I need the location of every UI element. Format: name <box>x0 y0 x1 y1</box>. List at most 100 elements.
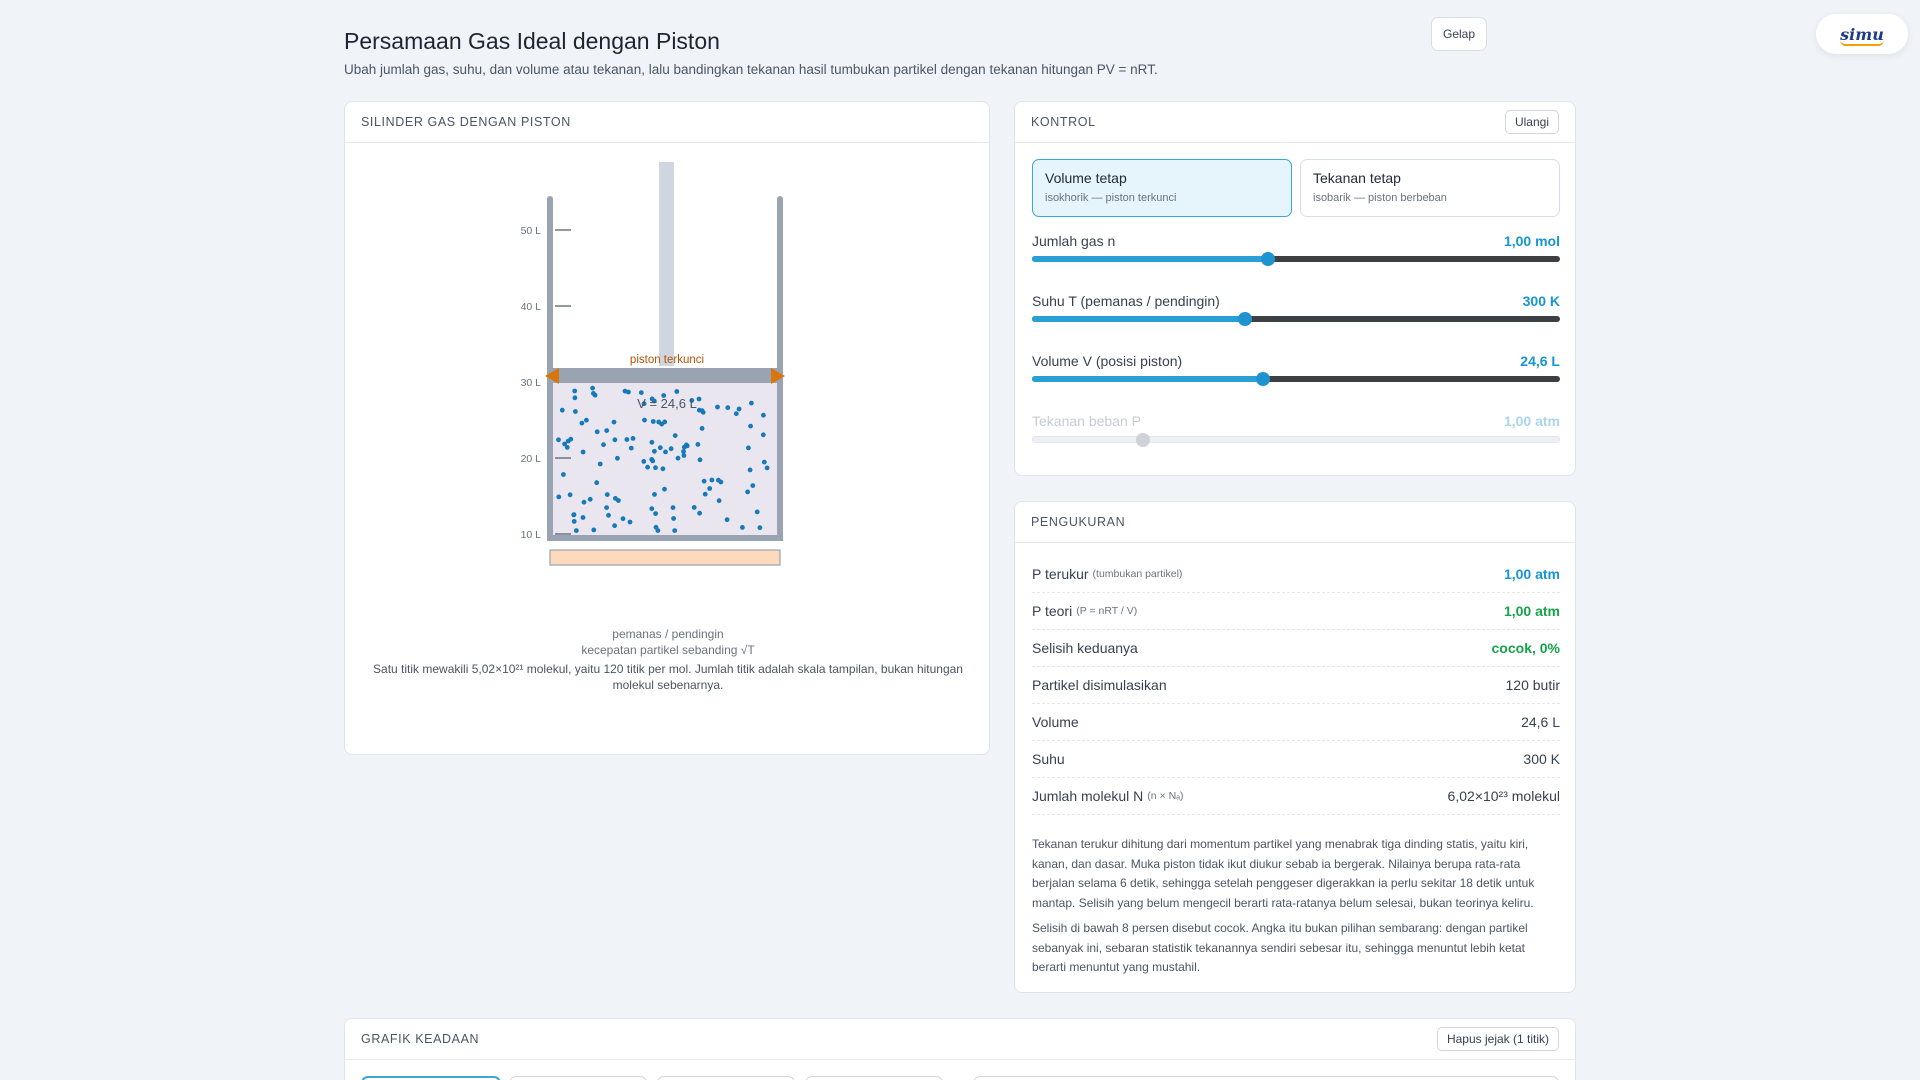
gas-particle <box>587 496 593 502</box>
gas-particle <box>733 411 739 417</box>
gas-particle <box>649 457 655 462</box>
gas-particle <box>675 455 681 461</box>
gas-particle <box>641 401 647 407</box>
slider-thumb[interactable] <box>1256 372 1271 386</box>
gas-particle <box>695 442 701 447</box>
lock-arrow-left-icon <box>545 368 559 384</box>
gas-particle <box>748 423 753 429</box>
gas-particle <box>747 467 753 473</box>
slider-thumb[interactable] <box>1261 252 1276 266</box>
measurement-value: 1,00 atm <box>1503 566 1560 582</box>
graph-tab[interactable] <box>509 1076 647 1080</box>
measurement-label: P terukur <box>1032 566 1089 582</box>
gas-particle <box>573 528 579 533</box>
cylinder-left-wall <box>547 196 553 541</box>
temperature-slider-track[interactable] <box>1032 312 1560 326</box>
simu-logo[interactable]: simu <box>1816 14 1908 54</box>
clear-trace-button[interactable]: Hapus jejak (1 titik) <box>1436 1027 1559 1051</box>
measurement-value: 120 butir <box>1505 677 1560 693</box>
mode-constant-pressure[interactable]: Tekanan tetap isobarik — piston berbeban <box>1300 159 1560 217</box>
slider-fill <box>1033 437 1143 443</box>
gas-particle <box>760 432 766 438</box>
amount-slider-track[interactable] <box>1032 252 1560 266</box>
measurements-card: PENGUKURAN P terukur (tumbukan partikel) 1… <box>1014 501 1576 993</box>
gas-particle <box>672 433 678 438</box>
slider-value: 1,00 mol <box>1503 233 1560 249</box>
gas-particle <box>650 419 656 424</box>
gas-particle <box>606 512 611 518</box>
gas-particle <box>653 511 658 516</box>
measurement-label: Partikel disimulasikan <box>1032 677 1167 693</box>
cylinder-right-wall <box>777 196 783 541</box>
gas-particle <box>615 455 620 461</box>
piston-locked-label: piston terkunci <box>630 354 704 366</box>
gas-particle <box>594 429 600 435</box>
gas-particle <box>681 453 687 458</box>
measurement-label: Volume <box>1032 714 1079 730</box>
gas-particle <box>670 505 676 510</box>
measurements-card-title: PENGUKURAN <box>1031 515 1126 529</box>
gas-particle <box>628 445 634 451</box>
measurement-label: Selisih keduanya <box>1032 640 1138 656</box>
volume-scale: 50 L 40 L 30 L 20 L 10 L <box>521 225 571 541</box>
measurement-row: Selisih keduanya cocok, 0% <box>1032 630 1560 667</box>
measurement-sublabel: (n × Nₐ) <box>1147 790 1184 802</box>
speed-note: kecepatan partikel sebanding √T <box>581 643 755 657</box>
measurement-value: 6,02×10²³ molekul <box>1447 788 1560 804</box>
page: Persamaan Gas Ideal dengan Piston Ubah j… <box>344 0 1576 1080</box>
volume-slider-track[interactable] <box>1032 372 1560 386</box>
gas-particle <box>701 478 707 484</box>
gas-particle <box>724 517 730 523</box>
slider-label: Tekanan beban P <box>1032 413 1141 429</box>
gas-particle <box>652 448 657 454</box>
gas-region <box>552 376 778 536</box>
measurement-note-1: Tekanan terukur dihitung dari momentum p… <box>1032 837 1535 910</box>
piston-rod <box>659 162 674 366</box>
gas-particle <box>580 449 586 455</box>
gas-particle <box>750 483 756 488</box>
gas-particle <box>672 528 678 533</box>
graph-tab[interactable] <box>361 1076 501 1080</box>
graph-card-header: GRAFIK KEADAAN Hapus jejak (1 titik) <box>345 1019 1575 1060</box>
slider-fill <box>1032 256 1269 262</box>
mode-constant-volume[interactable]: Volume tetap isokhorik — piston terkunci <box>1032 159 1292 217</box>
gas-particle <box>681 449 686 454</box>
gas-particle <box>559 407 565 413</box>
gas-particle <box>590 385 595 391</box>
gas-particle <box>572 388 578 394</box>
page-title: Persamaan Gas Ideal dengan Piston <box>344 28 720 54</box>
piston-head[interactable] <box>552 368 778 383</box>
graph-card-title: GRAFIK KEADAAN <box>361 1032 480 1046</box>
reset-button[interactable]: Ulangi <box>1504 110 1559 134</box>
gas-particle <box>661 393 667 398</box>
gas-particle <box>591 391 596 396</box>
cylinder-card-title: SILINDER GAS DENGAN PISTON <box>361 115 571 129</box>
gas-particle <box>564 445 570 450</box>
gas-particle <box>597 461 603 467</box>
gas-particle <box>572 395 578 401</box>
cylinder-card-header: SILINDER GAS DENGAN PISTON <box>345 102 989 143</box>
gas-particle <box>556 437 561 443</box>
gas-particle <box>642 417 647 423</box>
gas-particle <box>663 449 668 455</box>
measurement-value: 24,6 L <box>1521 714 1560 730</box>
scale-caption: Satu titik mewakili 5,02×10²¹ molekul, y… <box>373 662 963 692</box>
volume-readout: V = 24,6 L <box>637 396 697 411</box>
graph-selector[interactable] <box>973 1076 1559 1080</box>
graph-tab[interactable] <box>657 1076 795 1080</box>
mode-title: Volume tetap <box>1045 170 1127 186</box>
dark-mode-button[interactable]: Gelap <box>1431 17 1487 51</box>
gas-particle <box>641 459 647 464</box>
slider-value: 1,00 atm <box>1503 413 1560 429</box>
measurement-row: Suhu 300 K <box>1032 741 1560 778</box>
scale-label: 50 L <box>521 225 542 237</box>
slider-thumb[interactable] <box>1237 312 1252 326</box>
lock-arrow-right-icon <box>771 368 785 384</box>
measurement-label: P teori <box>1032 603 1073 619</box>
gas-particle <box>649 396 655 402</box>
graph-tab[interactable] <box>805 1076 943 1080</box>
gas-particle <box>562 441 567 447</box>
measurement-sublabel: (P = nRT / V) <box>1076 605 1138 617</box>
scale-label: 20 L <box>521 453 542 465</box>
slider-label: Jumlah gas n <box>1032 233 1116 249</box>
